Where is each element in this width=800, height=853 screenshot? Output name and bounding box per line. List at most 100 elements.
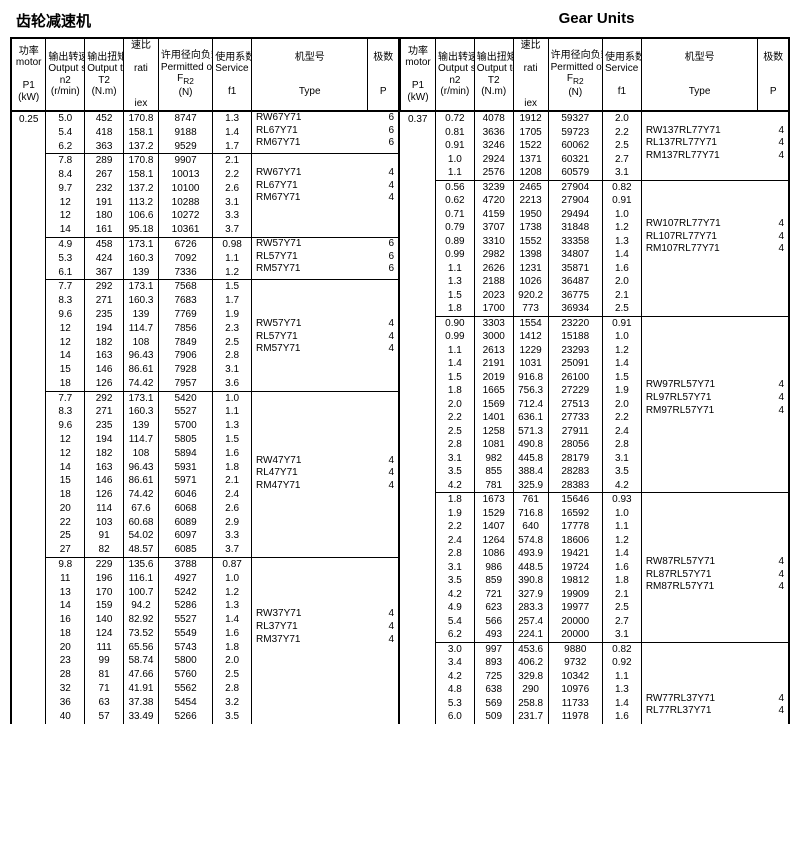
type-label: RW67Y71	[252, 167, 368, 180]
cell-t2: 140	[85, 613, 124, 627]
cell-n2: 15	[46, 474, 85, 488]
hdr-type: 机型号Type	[641, 38, 758, 111]
cell-f1: 1.3	[602, 235, 641, 249]
cell-fr2: 27513	[548, 398, 602, 412]
type-label	[642, 655, 758, 668]
cell-iex: 114.7	[124, 433, 159, 447]
cell-f1: 1.0	[602, 507, 641, 521]
cell-t2: 2023	[474, 289, 513, 303]
cell-iex: 74.42	[124, 377, 159, 391]
cell-iex: 2465	[513, 180, 548, 194]
cell-iex: 82.92	[124, 613, 159, 627]
poles-value	[758, 112, 788, 125]
type-label: RM87RL57Y71	[642, 581, 758, 594]
cell-n2: 3.1	[435, 452, 474, 466]
cell-n2: 23	[46, 654, 85, 668]
cell-f1: 1.3	[213, 599, 252, 613]
cell-n2: 1.1	[435, 344, 474, 358]
type-label: RM47Y71	[252, 480, 368, 493]
cell-f1: 1.2	[213, 586, 252, 600]
cell-f1: 1.2	[213, 266, 252, 280]
cell-fr2: 8747	[158, 111, 212, 126]
cell-t2: 4159	[474, 208, 513, 222]
cell-iex: 173.1	[124, 238, 159, 252]
cell-f1: 0.91	[602, 194, 641, 208]
cell-fr2: 25091	[548, 357, 602, 371]
cell-f1: 1.6	[602, 561, 641, 575]
cell-iex: 453.6	[513, 642, 548, 656]
poles-value	[368, 154, 398, 167]
cell-fr2: 15188	[548, 330, 602, 344]
cell-n2: 18	[46, 377, 85, 391]
cell-t2: 4078	[474, 111, 513, 126]
cell-f1: 2.5	[602, 139, 641, 153]
title-en: Gear Units	[403, 10, 790, 31]
type-label	[642, 317, 758, 330]
cell-fr2: 27911	[548, 425, 602, 439]
type-label: RW77RL37Y71	[642, 693, 758, 706]
type-label	[642, 112, 758, 125]
p-block: 444	[758, 111, 789, 180]
cell-n2: 6.2	[46, 140, 85, 154]
cell-iex: 640	[513, 520, 548, 534]
hdr-t2: 输出扭矩Output torqueT2(N.m)	[85, 38, 124, 111]
poles-value	[758, 643, 788, 656]
cell-t2: 2982	[474, 248, 513, 262]
cell-n2: 1.5	[435, 289, 474, 303]
cell-f1: 2.2	[602, 411, 641, 425]
cell-t2: 458	[85, 238, 124, 252]
cell-t2: 1673	[474, 493, 513, 507]
cell-t2: 2019	[474, 371, 513, 385]
cell-t2: 114	[85, 502, 124, 516]
cell-n2: 5.4	[435, 615, 474, 629]
type-label	[252, 505, 368, 518]
cell-iex: 1552	[513, 235, 548, 249]
cell-n2: 1.9	[435, 507, 474, 521]
hdr-p1: 功率motorP1(kW)	[11, 38, 46, 111]
cell-f1: 3.1	[602, 628, 641, 642]
cell-t2: 855	[474, 465, 513, 479]
cell-fr2: 20000	[548, 628, 602, 642]
cell-n2: 2.5	[435, 425, 474, 439]
cell-iex: 108	[124, 336, 159, 350]
cell-t2: 2924	[474, 153, 513, 167]
cell-t2: 566	[474, 615, 513, 629]
cell-n2: 11	[46, 572, 85, 586]
hdr-p: 极数P	[368, 38, 399, 111]
cell-n2: 0.81	[435, 126, 474, 140]
cell-n2: 0.56	[435, 180, 474, 194]
cell-f1: 2.0	[602, 111, 641, 126]
type-label: RW47Y71	[252, 455, 368, 468]
cell-fr2: 5286	[158, 599, 212, 613]
cell-f1: 3.2	[213, 696, 252, 710]
cell-fr2: 9880	[548, 642, 602, 656]
cell-t2: 289	[85, 154, 124, 168]
cell-fr2: 10342	[548, 670, 602, 684]
type-label	[642, 518, 758, 531]
cell-iex: 41.91	[124, 682, 159, 696]
type-block: RW67Y71RL67Y71RM67Y71	[252, 111, 368, 154]
poles-value: 4	[758, 569, 788, 582]
type-label: RL137RL77Y71	[642, 137, 758, 150]
poles-value: 6	[368, 238, 398, 251]
cell-fr2: 15646	[548, 493, 602, 507]
cell-iex: 139	[124, 308, 159, 322]
cell-iex: 1950	[513, 208, 548, 222]
cell-iex: 108	[124, 447, 159, 461]
type-label	[642, 643, 758, 656]
type-label: RL97RL57Y71	[642, 392, 758, 405]
cell-f1: 1.5	[213, 280, 252, 294]
cell-iex: 1229	[513, 344, 548, 358]
cell-iex: 54.02	[124, 529, 159, 543]
cell-fr2: 11978	[548, 710, 602, 724]
type-label: RW67Y71	[252, 112, 368, 125]
cell-iex: 574.8	[513, 534, 548, 548]
cell-t2: 182	[85, 447, 124, 461]
cell-t2: 452	[85, 111, 124, 126]
cell-f1: 2.0	[213, 654, 252, 668]
cell-f1: 3.1	[213, 196, 252, 210]
poles-value: 6	[368, 263, 398, 276]
cell-f1: 3.5	[213, 710, 252, 724]
poles-value	[368, 356, 398, 369]
cell-f1: 1.3	[602, 683, 641, 697]
